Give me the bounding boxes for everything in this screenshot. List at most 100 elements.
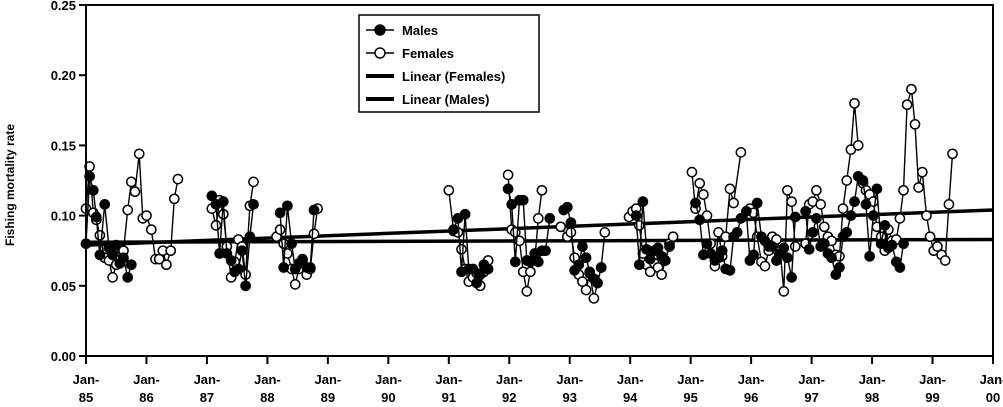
data-point-male <box>782 252 793 264</box>
data-point-male <box>845 210 857 221</box>
data-point-male <box>107 249 118 261</box>
data-point-female <box>852 140 864 151</box>
data-point-male <box>577 241 588 252</box>
series-line-males <box>211 195 255 286</box>
x-tick-label-year: 00 <box>986 390 1000 405</box>
data-point-male <box>459 208 471 220</box>
x-tick-label-month: Jan- <box>254 372 281 387</box>
x-tick-label-month: Jan- <box>798 372 825 387</box>
data-point-male <box>274 207 286 219</box>
data-point-male <box>580 252 592 264</box>
data-point-male <box>807 227 819 238</box>
legend-marker-swatch <box>374 24 386 36</box>
data-point-male <box>731 227 743 238</box>
data-point-male <box>573 259 585 271</box>
data-point-male <box>595 262 607 273</box>
data-point-male <box>225 255 237 266</box>
data-point-male <box>803 243 815 255</box>
data-point-female <box>782 184 793 196</box>
data-point-male <box>633 259 645 271</box>
data-point-male <box>278 262 290 273</box>
data-point-male <box>879 220 891 231</box>
x-tick-label-year: 88 <box>260 390 274 405</box>
data-point-male <box>834 262 845 273</box>
data-point-female <box>521 286 533 297</box>
x-tick-label-month: Jan- <box>314 372 341 387</box>
data-point-female <box>849 97 860 109</box>
series-layer <box>80 83 958 304</box>
data-point-female <box>248 176 259 188</box>
data-point-male <box>122 272 134 283</box>
x-tick-label-year: 94 <box>623 390 638 405</box>
data-point-male <box>778 242 790 254</box>
data-point-female <box>686 166 698 178</box>
series-males <box>80 170 909 292</box>
data-point-female <box>141 210 152 221</box>
data-point-female <box>815 199 827 210</box>
data-point-female <box>129 186 141 198</box>
data-point-female <box>161 259 172 271</box>
x-tick-label-year: 99 <box>925 390 939 405</box>
data-point-male <box>286 238 297 250</box>
data-point-female <box>125 176 137 188</box>
data-point-female <box>939 255 951 266</box>
data-point-female <box>133 148 145 160</box>
data-point-female <box>913 182 924 193</box>
x-tick-label-month: Jan- <box>435 372 462 387</box>
data-point-male <box>886 239 898 251</box>
data-point-male <box>248 199 259 210</box>
x-tick-label-year: 86 <box>139 390 153 405</box>
data-point-female <box>502 169 514 181</box>
data-point-female <box>943 199 955 210</box>
data-point-female <box>165 245 177 257</box>
data-point-male <box>87 184 99 196</box>
data-point-male <box>282 200 293 212</box>
data-point-male <box>544 213 556 224</box>
data-point-male <box>110 239 122 251</box>
data-point-male <box>724 265 736 276</box>
data-point-male <box>206 190 218 202</box>
data-point-male <box>240 280 251 292</box>
y-tick-label: 0.25 <box>51 0 76 13</box>
x-tick-label-month: Jan- <box>133 372 160 387</box>
data-point-male <box>565 217 577 228</box>
data-point-male <box>898 238 909 250</box>
data-point-female <box>924 231 936 243</box>
data-point-female <box>168 193 180 205</box>
data-point-female <box>759 260 771 272</box>
data-point-male <box>502 183 514 195</box>
data-point-female <box>536 184 548 196</box>
data-point-female <box>894 213 906 224</box>
data-point-female <box>274 224 286 235</box>
data-point-male <box>800 206 811 217</box>
data-point-male <box>811 213 822 224</box>
data-point-male <box>90 211 102 223</box>
data-point-female <box>525 266 536 278</box>
y-axis-label: Fishing mortality rate <box>3 124 17 246</box>
data-point-female <box>898 184 909 196</box>
data-point-male <box>894 262 906 273</box>
x-tick-label-year: 90 <box>381 390 395 405</box>
data-point-female <box>644 266 656 278</box>
data-point-female <box>667 231 679 243</box>
data-point-male <box>857 175 869 186</box>
data-point-male <box>448 224 459 235</box>
data-point-female <box>308 228 320 240</box>
legend-label: Linear (Females) <box>402 69 505 84</box>
data-point-male <box>244 231 256 243</box>
data-point-female <box>818 221 830 233</box>
data-point-male <box>716 245 728 257</box>
plot-area-frame <box>85 4 994 357</box>
legend-label: Linear (Males) <box>402 92 489 107</box>
x-tick-label-month: Jan- <box>496 372 523 387</box>
data-point-male <box>860 199 872 210</box>
data-point-female <box>728 197 739 209</box>
legend-box <box>358 14 540 113</box>
y-tick-label: 0.15 <box>51 138 76 153</box>
data-point-male <box>517 194 529 206</box>
data-point-male <box>740 206 752 217</box>
data-point-female <box>786 196 797 207</box>
data-point-male <box>849 196 860 207</box>
data-point-female <box>94 229 106 241</box>
data-point-male <box>701 238 713 250</box>
